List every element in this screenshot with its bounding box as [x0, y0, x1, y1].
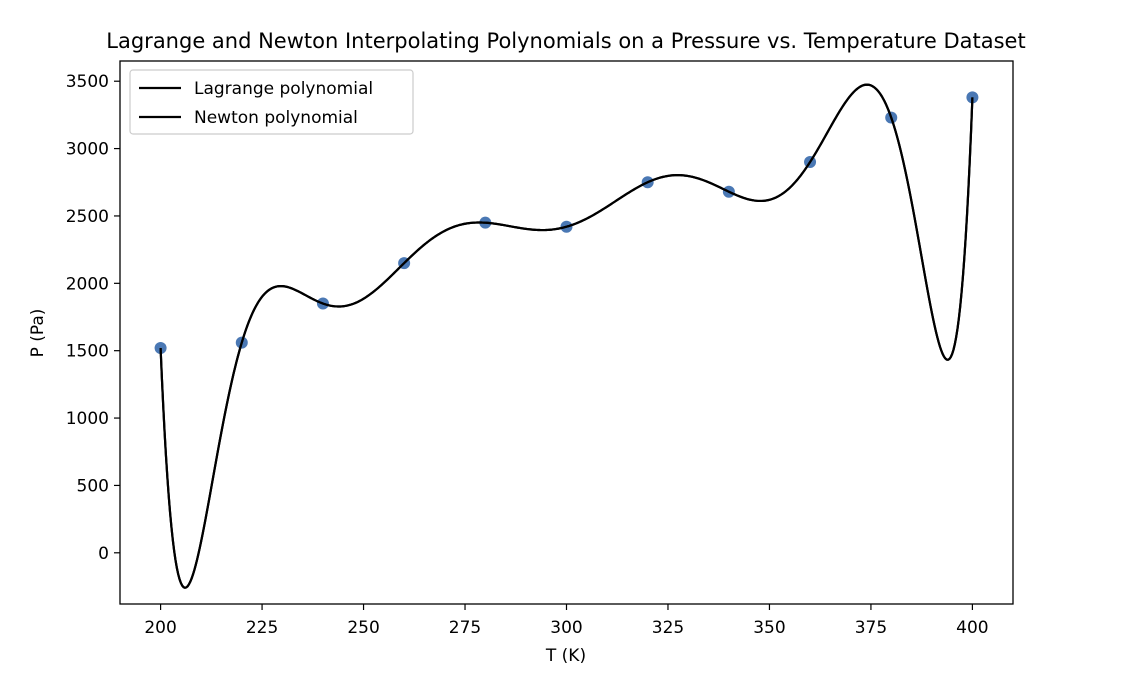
- legend: Lagrange polynomial Newton polynomial: [129, 69, 414, 135]
- y-tick-label: 500: [77, 476, 109, 496]
- series-line-lagrange: [159, 83, 974, 589]
- data-point: [966, 91, 979, 104]
- y-tick-label: 3000: [66, 140, 109, 160]
- x-tick-label: 225: [246, 618, 278, 638]
- series-line-newton: [159, 83, 974, 589]
- data-point: [154, 341, 167, 354]
- y-tick-label: 1000: [66, 409, 109, 429]
- y-tick-label: 2500: [66, 207, 109, 227]
- legend-label-lagrange: Lagrange polynomial: [194, 79, 373, 99]
- x-tick-label: 375: [855, 618, 887, 638]
- x-axis-title: T (K): [545, 646, 586, 666]
- y-tick-label: 3500: [66, 72, 109, 92]
- chart-title: Lagrange and Newton Interpolating Polyno…: [106, 29, 1025, 53]
- y-tick-label: 0: [98, 544, 109, 564]
- x-tick-label: 275: [449, 618, 481, 638]
- y-axis: 0 500 1000 1500 2000 2500 3000 3500: [66, 72, 120, 564]
- plot-area: [154, 83, 979, 589]
- x-tick-label: 300: [550, 618, 582, 638]
- y-axis-title: P (Pa): [28, 309, 48, 358]
- x-tick-label: 400: [956, 618, 988, 638]
- x-axis: 200 225 250 275 300 325 350 375 400: [144, 604, 989, 638]
- x-tick-label: 325: [652, 618, 684, 638]
- x-tick-label: 350: [753, 618, 785, 638]
- legend-box: [129, 69, 414, 135]
- axes-frame: [119, 60, 1014, 605]
- y-tick-label: 2000: [66, 274, 109, 294]
- y-tick-label: 1500: [66, 342, 109, 362]
- x-tick-label: 200: [144, 618, 176, 638]
- legend-label-newton: Newton polynomial: [194, 108, 358, 128]
- x-tick-label: 250: [347, 618, 379, 638]
